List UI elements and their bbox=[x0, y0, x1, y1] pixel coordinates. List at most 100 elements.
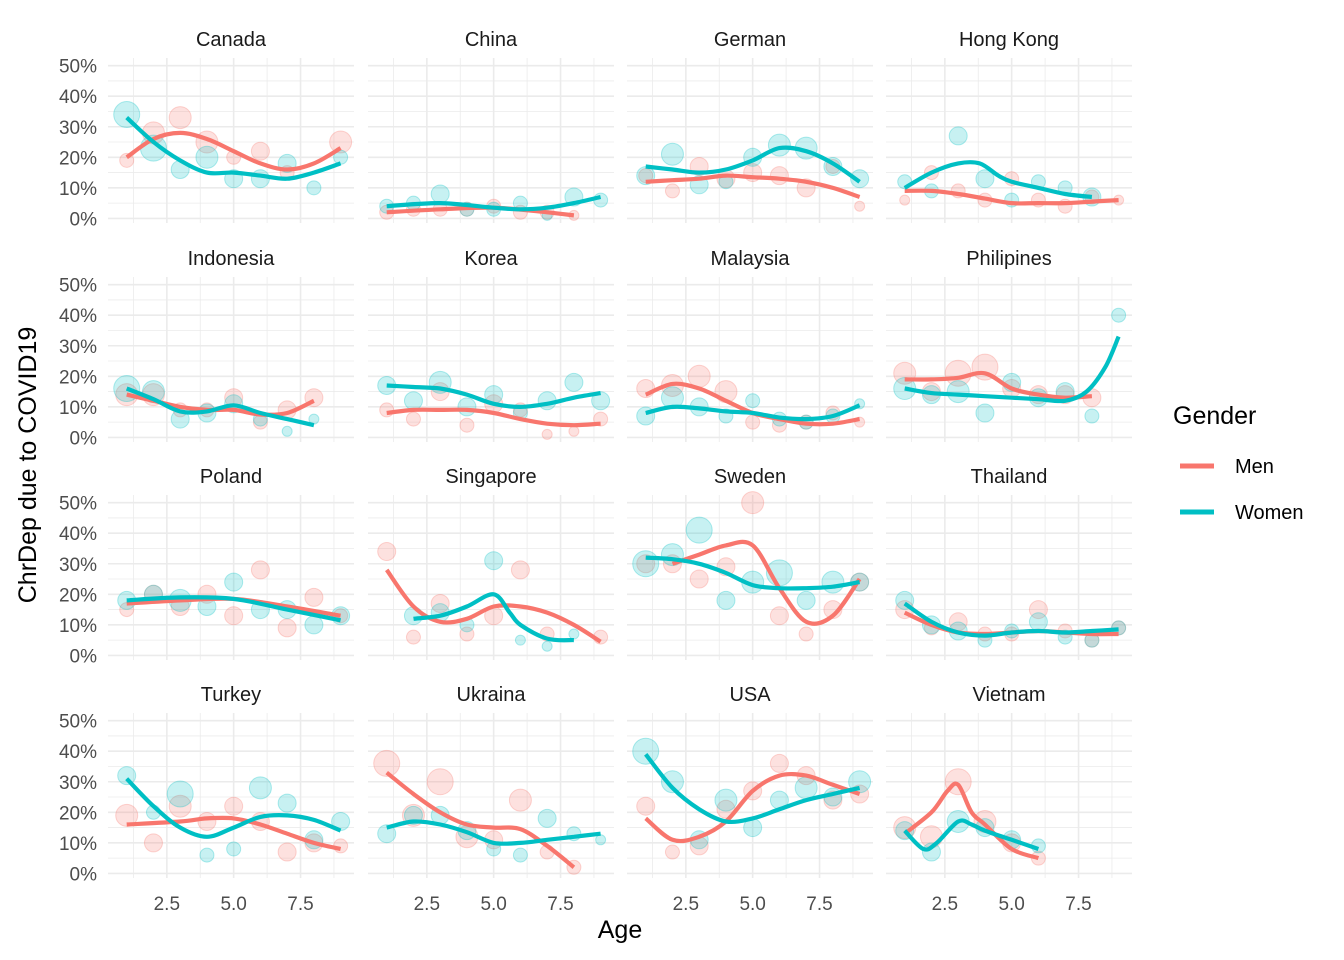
panel-philipines: Philipines bbox=[886, 248, 1132, 442]
facet-title: Canada bbox=[196, 29, 267, 51]
point-women bbox=[660, 142, 684, 166]
facet-title: Thailand bbox=[971, 466, 1048, 488]
facet-title: Turkey bbox=[201, 684, 261, 706]
y-tick-label: 0% bbox=[70, 209, 98, 230]
smooth-line-women bbox=[903, 159, 1093, 200]
smooth-line-women bbox=[645, 555, 860, 591]
point-men bbox=[115, 803, 139, 827]
panel-korea: Korea bbox=[368, 248, 614, 442]
facet-title: China bbox=[465, 29, 518, 51]
panel-sweden: Sweden bbox=[627, 466, 873, 660]
smooth-line-women bbox=[903, 601, 1119, 638]
y-tick-label: 0% bbox=[70, 646, 98, 667]
point-men bbox=[373, 749, 401, 777]
grid bbox=[627, 495, 873, 660]
point-women bbox=[224, 572, 244, 592]
point-women bbox=[514, 634, 526, 646]
point-men bbox=[741, 491, 765, 515]
point-men bbox=[143, 833, 163, 853]
panel-usa: USA 2.5 5.0 7.5 bbox=[627, 684, 873, 915]
point-women bbox=[430, 184, 450, 204]
facet-title: Korea bbox=[464, 248, 518, 270]
y-tick-label: 10% bbox=[59, 834, 97, 855]
panel-german: German bbox=[627, 29, 873, 223]
legend-label-men: Men bbox=[1235, 456, 1274, 478]
point-women bbox=[595, 834, 607, 846]
grid bbox=[108, 495, 354, 660]
point-men bbox=[769, 753, 789, 773]
point-men bbox=[224, 796, 244, 816]
smooth-line-women bbox=[125, 386, 315, 428]
point-men bbox=[664, 183, 680, 199]
point-men bbox=[405, 629, 421, 645]
y-tick-label: 10% bbox=[59, 398, 97, 419]
point-women bbox=[248, 776, 272, 800]
grid bbox=[108, 713, 354, 878]
point-men bbox=[798, 626, 814, 642]
smooth-line-women bbox=[904, 335, 1121, 404]
point-women bbox=[281, 425, 293, 437]
smooth-line-women bbox=[386, 819, 601, 846]
panel-ukraina: Ukraina 2.5 5.0 7.5 bbox=[368, 684, 614, 915]
smooth-line-men bbox=[386, 407, 601, 428]
point-women bbox=[564, 372, 584, 392]
smooth-line-women bbox=[125, 777, 342, 839]
point-men bbox=[168, 794, 192, 818]
facet-title: Sweden bbox=[714, 466, 786, 488]
grid bbox=[108, 58, 354, 223]
y-tick-label: 20% bbox=[59, 367, 97, 388]
point-women bbox=[1028, 612, 1048, 632]
point-men bbox=[541, 428, 553, 440]
y-tick-label: 20% bbox=[59, 585, 97, 606]
y-tick-label: 20% bbox=[59, 803, 97, 824]
x-tick-label: 7.5 bbox=[287, 894, 313, 915]
smooth-line-women bbox=[386, 383, 601, 409]
point-men bbox=[638, 168, 654, 184]
x-tick-label: 5.0 bbox=[480, 894, 506, 915]
point-men bbox=[379, 402, 395, 418]
y-tick-label: 10% bbox=[59, 616, 97, 637]
smooth-line-women bbox=[125, 116, 342, 181]
point-women bbox=[226, 841, 242, 857]
y-axis-title: ChrDep due to COVID19 bbox=[14, 327, 42, 604]
point-men bbox=[250, 141, 270, 161]
smooth-line-women bbox=[386, 194, 602, 212]
y-tick-label: 30% bbox=[59, 555, 97, 576]
point-women bbox=[512, 847, 528, 863]
point-men bbox=[664, 844, 680, 860]
facet-title: Hong Kong bbox=[959, 29, 1059, 51]
point-men bbox=[689, 569, 709, 589]
point-women bbox=[796, 590, 816, 610]
smooth-line-men bbox=[384, 568, 602, 644]
point-women bbox=[745, 393, 761, 409]
y-tick-label: 0% bbox=[70, 428, 98, 449]
point-women bbox=[250, 169, 270, 189]
grid bbox=[627, 58, 873, 223]
y-tick-label: 30% bbox=[59, 773, 97, 794]
point-women bbox=[850, 169, 870, 189]
y-tick-label: 50% bbox=[59, 57, 97, 78]
point-women bbox=[685, 516, 713, 544]
facet-title: German bbox=[714, 29, 786, 51]
point-women bbox=[484, 551, 504, 571]
smooth-line-men bbox=[904, 188, 1119, 206]
y-tick-label: 40% bbox=[59, 306, 97, 327]
smooth-line-women bbox=[903, 818, 1040, 852]
y-tick-label: 40% bbox=[59, 524, 97, 545]
point-men bbox=[277, 618, 297, 638]
point-men bbox=[854, 200, 866, 212]
grid bbox=[627, 713, 873, 878]
point-women bbox=[199, 847, 215, 863]
point-women bbox=[304, 615, 324, 635]
smooth-line-women bbox=[645, 403, 861, 422]
point-men bbox=[329, 130, 353, 154]
point-men bbox=[250, 560, 270, 580]
point-men bbox=[224, 606, 244, 626]
x-tick-label: 5.0 bbox=[220, 894, 246, 915]
facet-title: Indonesia bbox=[188, 248, 276, 270]
x-tick-label: 7.5 bbox=[1065, 894, 1091, 915]
point-women bbox=[975, 169, 995, 189]
facet-title: Malaysia bbox=[711, 248, 791, 270]
facet-title: Ukraina bbox=[457, 684, 527, 706]
